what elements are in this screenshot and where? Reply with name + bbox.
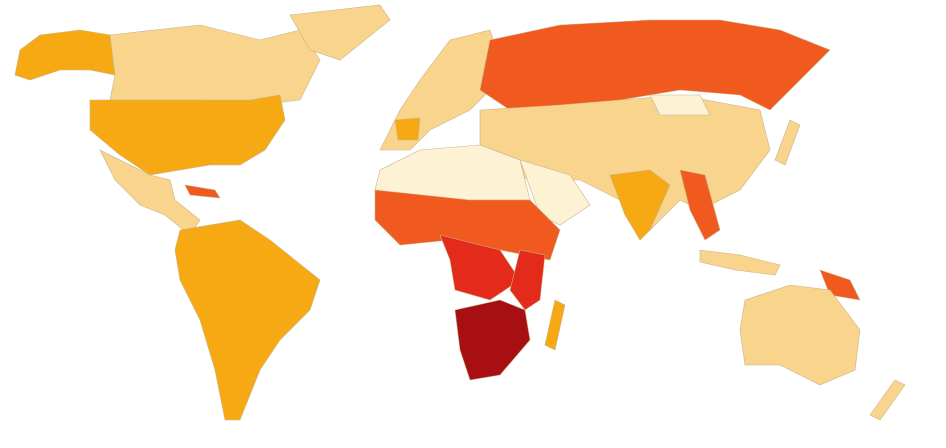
japan <box>774 119 801 166</box>
regions <box>14 4 906 421</box>
central-africa <box>439 234 521 301</box>
india <box>609 169 671 241</box>
new-zealand <box>869 379 906 421</box>
caribbean <box>184 184 221 199</box>
south-america <box>174 219 321 421</box>
greenland <box>289 4 391 61</box>
arabia <box>519 159 591 226</box>
madagascar <box>544 299 566 351</box>
alaska <box>14 29 116 81</box>
canada <box>109 24 321 106</box>
united-states <box>89 94 286 176</box>
east-africa <box>509 249 546 311</box>
southeast-asia <box>679 169 721 241</box>
iberia <box>394 117 421 141</box>
indonesia <box>699 249 781 276</box>
southern-africa <box>454 299 531 381</box>
australia <box>739 284 861 386</box>
mongolia <box>649 94 711 116</box>
